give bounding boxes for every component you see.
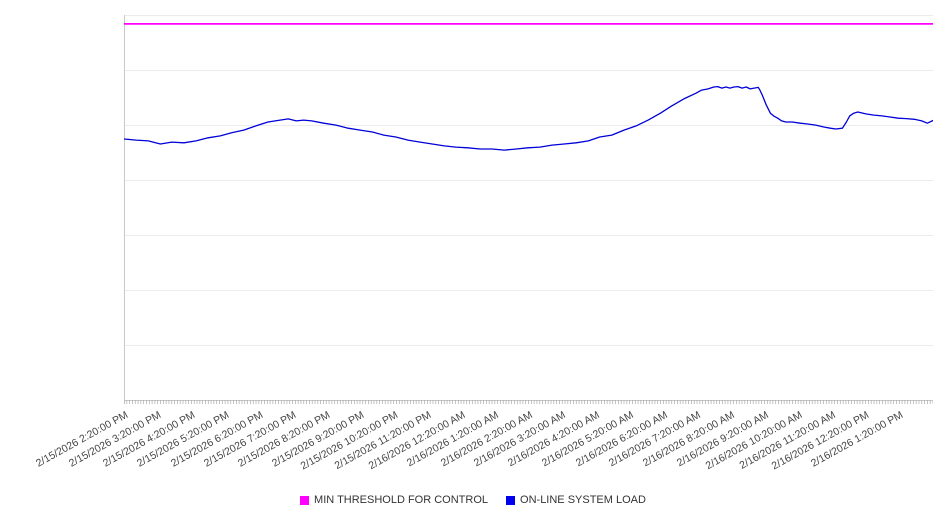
plot-area	[124, 15, 933, 404]
x-axis-label: 2/15/2026 11:20:00 PM	[332, 409, 434, 473]
legend-swatch-icon	[506, 495, 516, 505]
legend-item-min-threshold[interactable]: MIN THRESHOLD FOR CONTROL	[300, 494, 488, 506]
x-axis-label: 2/15/2026 3:20:00 PM	[67, 409, 164, 470]
legend-label: ON-LINE SYSTEM LOAD	[520, 494, 646, 506]
legend-swatch-icon	[300, 495, 310, 505]
x-axis-label: 2/16/2026 6:20:00 AM	[573, 409, 670, 470]
x-axis-label: 2/15/2026 7:20:00 PM	[202, 409, 299, 470]
legend-item-system-load[interactable]: ON-LINE SYSTEM LOAD	[506, 494, 646, 506]
x-axis-label: 2/16/2026 9:20:00 AM	[674, 409, 771, 470]
x-axis-label: 2/15/2026 5:20:00 PM	[134, 409, 231, 470]
x-axis-label: 2/16/2026 5:20:00 AM	[539, 409, 636, 470]
x-axis-label: 2/16/2026 4:20:00 AM	[506, 409, 602, 470]
x-axis-label: 2/16/2026 2:20:00 AM	[438, 409, 535, 470]
legend: MIN THRESHOLD FOR CONTROL ON-LINE SYSTEM …	[0, 494, 946, 506]
x-axis-label: 2/16/2026 7:20:00 AM	[607, 409, 703, 470]
x-axis-label: 2/15/2026 10:20:00 PM	[298, 409, 400, 473]
x-axis-label: 2/16/2026 10:20:00 AM	[703, 409, 804, 473]
x-axis-label: 2/16/2026 11:20:00 AM	[737, 409, 838, 472]
x-axis-label: 2/16/2026 1:20:00 PM	[808, 409, 906, 470]
series-line-system-load[interactable]	[124, 85, 933, 151]
legend-label: MIN THRESHOLD FOR CONTROL	[314, 494, 489, 506]
x-axis-label: 2/15/2026 8:20:00 PM	[235, 409, 333, 470]
x-axis-label: 2/15/2026 2:20:00 PM	[33, 409, 130, 470]
x-axis-label: 2/15/2026 9:20:00 PM	[269, 409, 366, 470]
x-axis-label: 2/16/2026 1:20:00 AM	[404, 409, 501, 470]
x-axis-label: 2/15/2026 6:20:00 PM	[168, 409, 265, 470]
x-axis-label: 2/16/2026 12:20:00 AM	[366, 409, 467, 473]
x-axis-label: 2/16/2026 12:20:00 PM	[770, 409, 872, 473]
x-axis-label: 2/16/2026 8:20:00 AM	[640, 409, 737, 470]
x-axis-label: 2/16/2026 3:20:00 AM	[472, 409, 569, 470]
x-axis-label: 2/15/2026 4:20:00 PM	[101, 409, 198, 470]
